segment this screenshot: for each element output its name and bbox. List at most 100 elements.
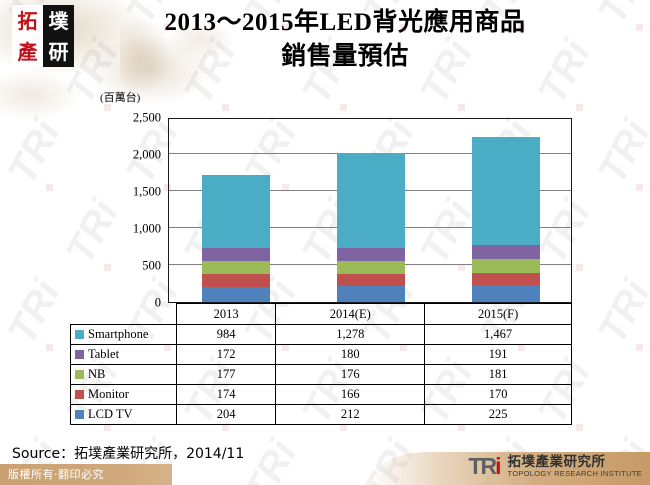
legend-color-swatch [75, 350, 84, 359]
legend-item-monitor: Monitor [70, 384, 177, 405]
legend-color-swatch [75, 410, 84, 419]
table-row: NB 177 176 181 [70, 364, 572, 385]
chart-bar-segment [202, 260, 271, 275]
tri-footer-logo: TRi 拓墣產業研究所 TOPOLOGY RESEARCH INSTITUTE [468, 455, 642, 478]
watermark-dot [576, 104, 583, 111]
chart-bar-segment [337, 261, 405, 275]
y-axis-tick-label: 500 [142, 258, 161, 273]
chart-bar-segment [337, 247, 405, 262]
watermark-dot [576, 264, 583, 271]
table-cell-value: 212 [275, 404, 426, 425]
chart-bar [202, 175, 271, 302]
watermark-text: TRi [590, 0, 650, 31]
y-axis-tick-label: 1,000 [132, 221, 161, 236]
table-cell-value: 191 [424, 344, 572, 365]
title-line-1: 2013～2015年LED背光應用商品 [164, 9, 526, 36]
y-axis-unit-label: (百萬台) [100, 92, 141, 104]
logo-char-4: 研 [43, 36, 74, 67]
chart-plot-area [168, 118, 572, 303]
table-cell-value: 225 [424, 404, 572, 425]
watermark-text: TRi [0, 273, 70, 351]
tri-name-en: TOPOLOGY RESEARCH INSTITUTE [507, 468, 642, 478]
footer-copyright: 版權所有‧翻印必究 [8, 468, 104, 481]
table-header-row: 2013 2014(E) 2015(F) [70, 303, 572, 325]
legend-item-smartphone: Smartphone [70, 324, 177, 345]
tri-wordmark: TRi [468, 455, 501, 478]
table-column-header: 2013 [175, 303, 277, 325]
table-row: Smartphone 984 1,278 1,467 [70, 324, 572, 345]
table-column-header: 2015(F) [424, 303, 572, 325]
watermark-dot [222, 104, 229, 111]
chart-bar-segment [337, 153, 405, 248]
legend-label: Monitor [88, 387, 129, 401]
source-note: Source：拓墣產業研究所，2014/11 [12, 446, 245, 462]
table-row: Tablet 172 180 191 [70, 344, 572, 365]
y-axis-tick-label: 2,500 [132, 110, 161, 125]
chart-bar-segment [202, 175, 271, 249]
chart-bar-segment [337, 274, 405, 287]
legend-label: NB [88, 367, 106, 381]
tri-wordmark-i: i [495, 453, 502, 480]
logo-char-2: 墣 [43, 5, 74, 36]
chart-bar-segment [471, 136, 540, 246]
watermark-dot [636, 184, 643, 191]
y-axis-tick-label: 2,000 [132, 147, 161, 162]
chart-bar-segment [471, 272, 540, 286]
legend-color-swatch [75, 330, 84, 339]
legend-item-nb: NB [70, 364, 177, 385]
legend-item-lcd-tv: LCD TV [70, 404, 177, 425]
watermark-text: TRi [236, 433, 306, 485]
legend-label: Tablet [88, 347, 120, 361]
legend-color-swatch [75, 370, 84, 379]
logo-char-1: 拓 [12, 5, 43, 36]
logo-char-3: 產 [12, 36, 43, 67]
table-corner-cell [70, 303, 177, 325]
watermark-dot [46, 344, 53, 351]
watermark-dot [46, 184, 53, 191]
watermark-text: TRi [590, 113, 650, 191]
company-logo: 拓 墣 產 研 [12, 5, 74, 67]
data-table: 2013 2014(E) 2015(F) Smartphone 984 1,278 1,46… [70, 303, 572, 425]
legend-item-tablet: Tablet [70, 344, 177, 365]
footer-swoosh [370, 452, 650, 485]
watermark-text: TRi [0, 193, 10, 271]
footer-bar [0, 464, 172, 485]
watermark-dot [222, 424, 229, 431]
chart-bar-segment [471, 285, 540, 302]
watermark-text: TRi [0, 113, 70, 191]
table-cell-value: 172 [175, 344, 277, 365]
chart-bar-segment [202, 248, 271, 261]
watermark-dot [458, 424, 465, 431]
legend-label: Smartphone [88, 327, 149, 341]
table-cell-value: 181 [424, 364, 572, 385]
chart-bar-segment [337, 286, 405, 302]
chart-bar-segment [202, 286, 271, 302]
chart-bar-segment [471, 245, 540, 260]
table-cell-value: 984 [175, 324, 277, 345]
table-cell-value: 180 [275, 344, 426, 365]
y-axis-tick-labels: 0 500 1,000 1,500 2,000 2,500 [95, 110, 161, 310]
watermark-dot [636, 24, 643, 31]
table-cell-value: 166 [275, 384, 426, 405]
table-cell-value: 1,467 [424, 324, 572, 345]
watermark-dot [576, 424, 583, 431]
table-cell-value: 170 [424, 384, 572, 405]
title-line-2: 銷售量預估 [281, 42, 409, 70]
watermark-dot [458, 104, 465, 111]
table-row: LCD TV 204 212 225 [70, 404, 572, 425]
table-cell-value: 174 [175, 384, 277, 405]
watermark-dot [636, 344, 643, 351]
y-axis-tick-label: 0 [154, 295, 161, 310]
watermark-dot [340, 104, 347, 111]
table-column-header: 2014(E) [275, 303, 426, 325]
watermark-dot [104, 424, 111, 431]
tri-wordmark-tr: TR [468, 453, 497, 480]
y-axis-tick-label: 1,500 [132, 184, 161, 199]
chart-bar [471, 136, 540, 302]
table-cell-value: 176 [275, 364, 426, 385]
watermark-text: TRi [0, 33, 10, 111]
tri-name-cn: 拓墣產業研究所 [507, 454, 606, 470]
legend-color-swatch [75, 390, 84, 399]
watermark-text: TRi [590, 273, 650, 351]
